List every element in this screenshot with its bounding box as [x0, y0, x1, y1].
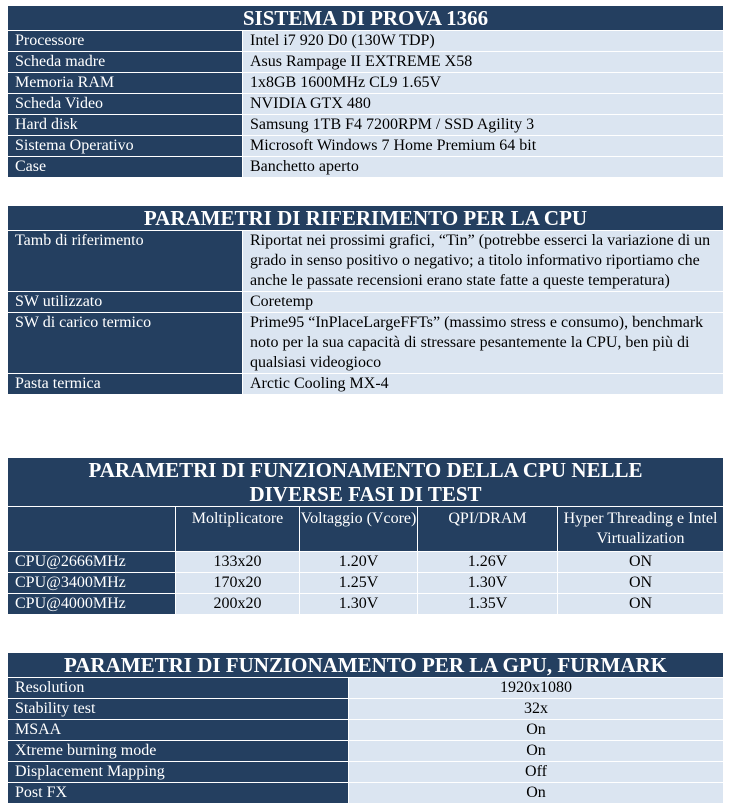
row-value: 32x	[348, 698, 724, 720]
row-value: NVIDIA GTX 480	[242, 93, 724, 115]
table-row: Pasta termica Arctic Cooling MX-4	[7, 373, 724, 395]
row-label: Displacement Mapping	[7, 761, 349, 783]
row-value: On	[348, 782, 724, 804]
row-value: Prime95 “InPlaceLargeFFTs” (massimo stre…	[242, 312, 724, 374]
cell: 1.25V	[299, 572, 418, 594]
gpu-title: PARAMETRI DI FUNZIONAMENTO PER LA GPU, F…	[7, 652, 724, 678]
row-label: Tamb di riferimento	[7, 230, 243, 292]
table-row: Case Banchetto aperto	[7, 156, 724, 178]
row-label: CPU@3400MHz	[7, 572, 176, 594]
table-row: MSAA On	[7, 719, 724, 741]
table-row: SW utilizzato Coretemp	[7, 291, 724, 313]
row-label: Scheda Video	[7, 93, 243, 115]
system-table: SISTEMA DI PROVA 1366 Processore Intel i7…	[7, 5, 724, 178]
cell: 1.20V	[299, 551, 418, 573]
cell: ON	[557, 593, 724, 615]
table-row: Memoria RAM 1x8GB 1600MHz CL9 1.65V	[7, 72, 724, 94]
row-label: Processore	[7, 30, 243, 52]
row-label: CPU@4000MHz	[7, 593, 176, 615]
row-label: Xtreme burning mode	[7, 740, 349, 762]
row-label: SW utilizzato	[7, 291, 243, 313]
cell: ON	[557, 551, 724, 573]
row-value: Riportat nei prossimi grafici, “Tin” (po…	[242, 230, 724, 292]
system-title: SISTEMA DI PROVA 1366	[7, 5, 724, 31]
row-label: Scheda madre	[7, 51, 243, 73]
table-row: Displacement Mapping Off	[7, 761, 724, 783]
table-row: Post FX On	[7, 782, 724, 804]
row-label: Pasta termica	[7, 373, 243, 395]
row-value: Coretemp	[242, 291, 724, 313]
table-row: Scheda Video NVIDIA GTX 480	[7, 93, 724, 115]
table-row: Xtreme burning mode On	[7, 740, 724, 762]
cell: ON	[557, 572, 724, 594]
row-value: On	[348, 740, 724, 762]
table-row: SW di carico termico Prime95 “InPlaceLarg…	[7, 312, 724, 374]
row-label: Sistema Operativo	[7, 135, 243, 157]
row-label: Resolution	[7, 677, 349, 699]
row-label: Stability test	[7, 698, 349, 720]
row-label: SW di carico termico	[7, 312, 243, 374]
cell: 1.30V	[417, 572, 558, 594]
table-row: Hard disk Samsung 1TB F4 7200RPM / SSD Ag…	[7, 114, 724, 136]
row-value: Off	[348, 761, 724, 783]
column-header: Moltiplicatore	[175, 506, 300, 552]
row-label: Post FX	[7, 782, 349, 804]
cpu-run-title: PARAMETRI DI FUNZIONAMENTO DELLA CPU NEL…	[7, 457, 724, 507]
cpu-reference-title: PARAMETRI DI RIFERIMENTO PER LA CPU	[7, 205, 724, 231]
row-value: Intel i7 920 D0 (130W TDP)	[242, 30, 724, 52]
table-row: Scheda madre Asus Rampage II EXTREME X58	[7, 51, 724, 73]
column-header: Voltaggio (Vcore)	[299, 506, 418, 552]
row-label: MSAA	[7, 719, 349, 741]
column-header	[7, 506, 176, 552]
table-row: CPU@2666MHz 133x20 1.20V 1.26V ON	[7, 551, 724, 573]
table-row: CPU@3400MHz 170x20 1.25V 1.30V ON	[7, 572, 724, 594]
table-row: Processore Intel i7 920 D0 (130W TDP)	[7, 30, 724, 52]
cell: 200x20	[175, 593, 300, 615]
row-value: 1920x1080	[348, 677, 724, 699]
cell: 1.26V	[417, 551, 558, 573]
cell: 170x20	[175, 572, 300, 594]
row-value: On	[348, 719, 724, 741]
row-value: Arctic Cooling MX-4	[242, 373, 724, 395]
gpu-table: PARAMETRI DI FUNZIONAMENTO PER LA GPU, F…	[7, 652, 724, 804]
row-value: Asus Rampage II EXTREME X58	[242, 51, 724, 73]
row-value: Microsoft Windows 7 Home Premium 64 bit	[242, 135, 724, 157]
cpu-run-table: PARAMETRI DI FUNZIONAMENTO DELLA CPU NEL…	[7, 457, 724, 615]
row-value: Samsung 1TB F4 7200RPM / SSD Agility 3	[242, 114, 724, 136]
cell: 1.35V	[417, 593, 558, 615]
column-header: QPI/DRAM	[417, 506, 558, 552]
table-row: Sistema Operativo Microsoft Windows 7 Hom…	[7, 135, 724, 157]
cpu-reference-table: PARAMETRI DI RIFERIMENTO PER LA CPU Tamb…	[7, 205, 724, 395]
cell: 1.30V	[299, 593, 418, 615]
table-row: Tamb di riferimento Riportat nei prossimi…	[7, 230, 724, 292]
row-label: Case	[7, 156, 243, 178]
column-header: Hyper Threading e Intel Virtualization	[557, 506, 724, 552]
row-label: Memoria RAM	[7, 72, 243, 94]
table-row: CPU@4000MHz 200x20 1.30V 1.35V ON	[7, 593, 724, 615]
row-value: 1x8GB 1600MHz CL9 1.65V	[242, 72, 724, 94]
cell: 133x20	[175, 551, 300, 573]
row-label: Hard disk	[7, 114, 243, 136]
table-row: Resolution 1920x1080	[7, 677, 724, 699]
row-label: CPU@2666MHz	[7, 551, 176, 573]
row-value: Banchetto aperto	[242, 156, 724, 178]
table-row: Stability test 32x	[7, 698, 724, 720]
